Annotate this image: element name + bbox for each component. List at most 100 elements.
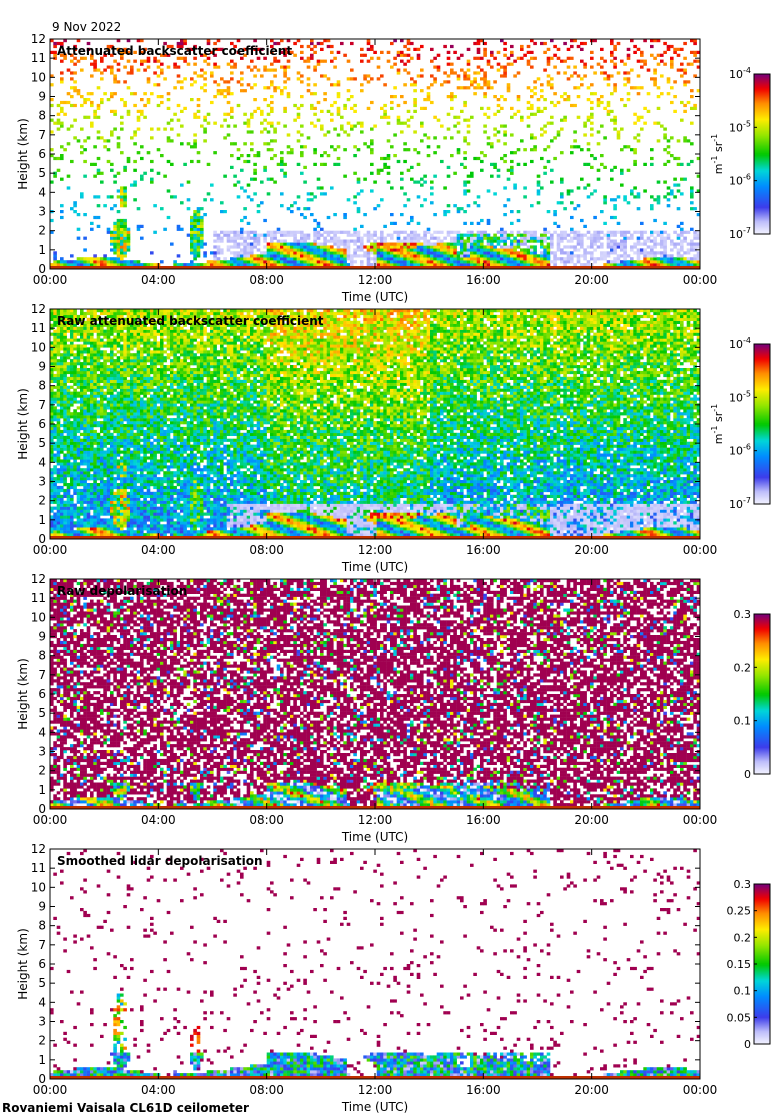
colorbar-segment [754, 420, 770, 423]
colorbar-segment [754, 908, 770, 911]
colorbar-segment [754, 160, 770, 163]
colorbar-segment [754, 466, 770, 469]
colorbar-segment [754, 216, 770, 219]
colorbar-segment [754, 764, 770, 767]
colorbar-unit: m-1 sr-1 [710, 134, 725, 174]
colorbar-segment [754, 468, 770, 471]
colorbar-segment [754, 752, 770, 755]
plot-area [50, 849, 700, 1079]
colorbar-segment [754, 126, 770, 129]
colorbar-segment [754, 180, 770, 183]
colorbar-segment [754, 910, 770, 913]
colorbar-segment [754, 358, 770, 361]
colorbar-segment [754, 648, 770, 651]
y-tick-label: 5 [38, 706, 46, 720]
colorbar-segment [754, 392, 770, 395]
colorbar-tick-label: 10-7 [729, 496, 751, 511]
colorbar-segment [754, 370, 770, 373]
y-tick-label: 3 [38, 205, 46, 219]
colorbar-segment [754, 768, 770, 771]
colorbar-segment [754, 1018, 770, 1021]
colorbar-segment [754, 1032, 770, 1035]
colorbar-segment [754, 226, 770, 229]
y-tick-label: 9 [38, 630, 46, 644]
colorbar-segment [754, 402, 770, 405]
colorbar-segment [754, 944, 770, 947]
colorbar-segment [754, 1030, 770, 1033]
colorbar-segment [754, 204, 770, 207]
colorbar-segment [754, 224, 770, 227]
colorbar-segment [754, 140, 770, 143]
colorbar-segment [754, 100, 770, 103]
colorbar-segment [754, 618, 770, 621]
colorbar-segment [754, 760, 770, 763]
colorbar-segment [754, 394, 770, 397]
y-tick-label: 0 [38, 1072, 46, 1086]
colorbar-segment [754, 458, 770, 461]
colorbar-segment [754, 956, 770, 959]
date-label: 9 Nov 2022 [52, 20, 121, 34]
y-tick-label: 1 [38, 1053, 46, 1067]
x-tick-label: 00:00 [683, 273, 718, 287]
colorbar-segment [754, 982, 770, 985]
colorbar-segment [754, 740, 770, 743]
colorbar-segment [754, 640, 770, 643]
colorbar-segment [754, 966, 770, 969]
colorbar-segment [754, 210, 770, 213]
colorbar-segment [754, 82, 770, 85]
x-tick-label: 16:00 [466, 543, 501, 557]
y-tick-label: 11 [31, 51, 46, 65]
colorbar-segment [754, 674, 770, 677]
colorbar-tick-label: 10-4 [729, 336, 751, 351]
x-axis-label: Time (UTC) [341, 560, 408, 574]
colorbar-segment [754, 232, 770, 235]
colorbar-segment [754, 970, 770, 973]
colorbar-segment [754, 1024, 770, 1027]
colorbar-segment [754, 112, 770, 115]
colorbar-segment [754, 386, 770, 389]
colorbar-segment [754, 434, 770, 437]
y-tick-label: 7 [38, 668, 46, 682]
colorbar-segment [754, 664, 770, 667]
colorbar-segment [754, 678, 770, 681]
colorbar-segment [754, 704, 770, 707]
colorbar-segment [754, 658, 770, 661]
colorbar-segment [754, 620, 770, 623]
colorbar-segment [754, 990, 770, 993]
colorbar-tick-label: 10-5 [729, 119, 751, 134]
colorbar-segment [754, 728, 770, 731]
colorbar-tick-label: 0.2 [734, 931, 752, 944]
colorbar-segment [754, 166, 770, 169]
colorbar-segment [754, 496, 770, 499]
y-tick-label: 6 [38, 957, 46, 971]
colorbar-segment [754, 162, 770, 165]
x-tick-label: 04:00 [141, 273, 176, 287]
x-tick-label: 20:00 [574, 1083, 609, 1097]
colorbar-segment [754, 924, 770, 927]
y-tick-label: 0 [38, 262, 46, 276]
colorbar-segment [754, 120, 770, 123]
colorbar-segment [754, 432, 770, 435]
x-tick-label: 20:00 [574, 273, 609, 287]
y-tick-label: 1 [38, 243, 46, 257]
colorbar-segment [754, 170, 770, 173]
colorbar-segment [754, 92, 770, 95]
colorbar-segment [754, 142, 770, 145]
colorbar-segment [754, 128, 770, 131]
colorbar-segment [754, 922, 770, 925]
colorbar-segment [754, 974, 770, 977]
colorbar-segment [754, 364, 770, 367]
colorbar-segment [754, 130, 770, 133]
colorbar-segment [754, 936, 770, 939]
colorbar-segment [754, 484, 770, 487]
colorbar-segment [754, 736, 770, 739]
colorbar-frame [753, 73, 771, 235]
colorbar-segment [754, 1016, 770, 1019]
colorbar-segment [754, 400, 770, 403]
colorbar-segment [754, 378, 770, 381]
colorbar-segment [754, 646, 770, 649]
colorbar-segment [754, 642, 770, 645]
colorbar-segment [754, 118, 770, 121]
colorbar-segment [754, 886, 770, 889]
y-tick-label: 7 [38, 938, 46, 952]
